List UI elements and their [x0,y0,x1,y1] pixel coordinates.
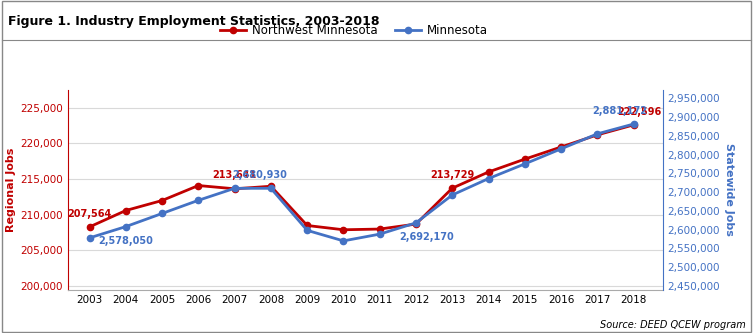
Northwest Minnesota [484,170,493,174]
Minnesota [121,225,130,229]
Legend: Northwest Minnesota, Minnesota: Northwest Minnesota, Minnesota [215,19,492,42]
Minnesota [375,232,384,236]
Minnesota [411,221,420,225]
Text: 207,564: 207,564 [68,208,111,218]
Text: Source: DEED QCEW program: Source: DEED QCEW program [599,320,745,330]
Northwest Minnesota [157,198,166,202]
Northwest Minnesota [194,183,203,187]
Northwest Minnesota [375,227,384,231]
Northwest Minnesota [85,225,94,229]
Northwest Minnesota [121,208,130,212]
Northwest Minnesota [520,157,529,161]
Northwest Minnesota [267,184,276,188]
Minnesota [593,132,602,136]
Northwest Minnesota [303,223,312,227]
Text: 222,596: 222,596 [617,107,661,117]
Y-axis label: Regional Jobs: Regional Jobs [6,148,16,232]
Minnesota [556,147,566,151]
Text: 2,881,172: 2,881,172 [592,106,648,116]
Northwest Minnesota [593,133,602,137]
Text: 213,641: 213,641 [212,170,257,180]
Minnesota [629,122,638,126]
Northwest Minnesota [629,123,638,127]
Text: 2,680,930: 2,680,930 [233,170,287,180]
Northwest Minnesota [411,222,420,226]
Minnesota [484,176,493,180]
Northwest Minnesota [448,186,457,190]
Text: 2,578,050: 2,578,050 [99,236,154,246]
Minnesota [85,236,94,240]
Minnesota [339,239,348,243]
Text: Figure 1. Industry Employment Statistics, 2003-2018: Figure 1. Industry Employment Statistics… [8,15,379,29]
Minnesota [303,228,312,232]
Text: 2,692,170: 2,692,170 [400,232,455,242]
Minnesota [230,186,239,190]
Northwest Minnesota [339,228,348,232]
Text: 213,729: 213,729 [430,170,474,180]
Minnesota [448,193,457,197]
Northwest Minnesota [556,145,566,149]
Y-axis label: Statewide Jobs: Statewide Jobs [724,144,734,236]
Line: Northwest Minnesota: Northwest Minnesota [87,122,637,233]
Northwest Minnesota [230,187,239,191]
Minnesota [157,211,166,215]
Minnesota [194,198,203,202]
Minnesota [520,162,529,166]
Line: Minnesota: Minnesota [87,121,637,244]
Minnesota [267,186,276,190]
